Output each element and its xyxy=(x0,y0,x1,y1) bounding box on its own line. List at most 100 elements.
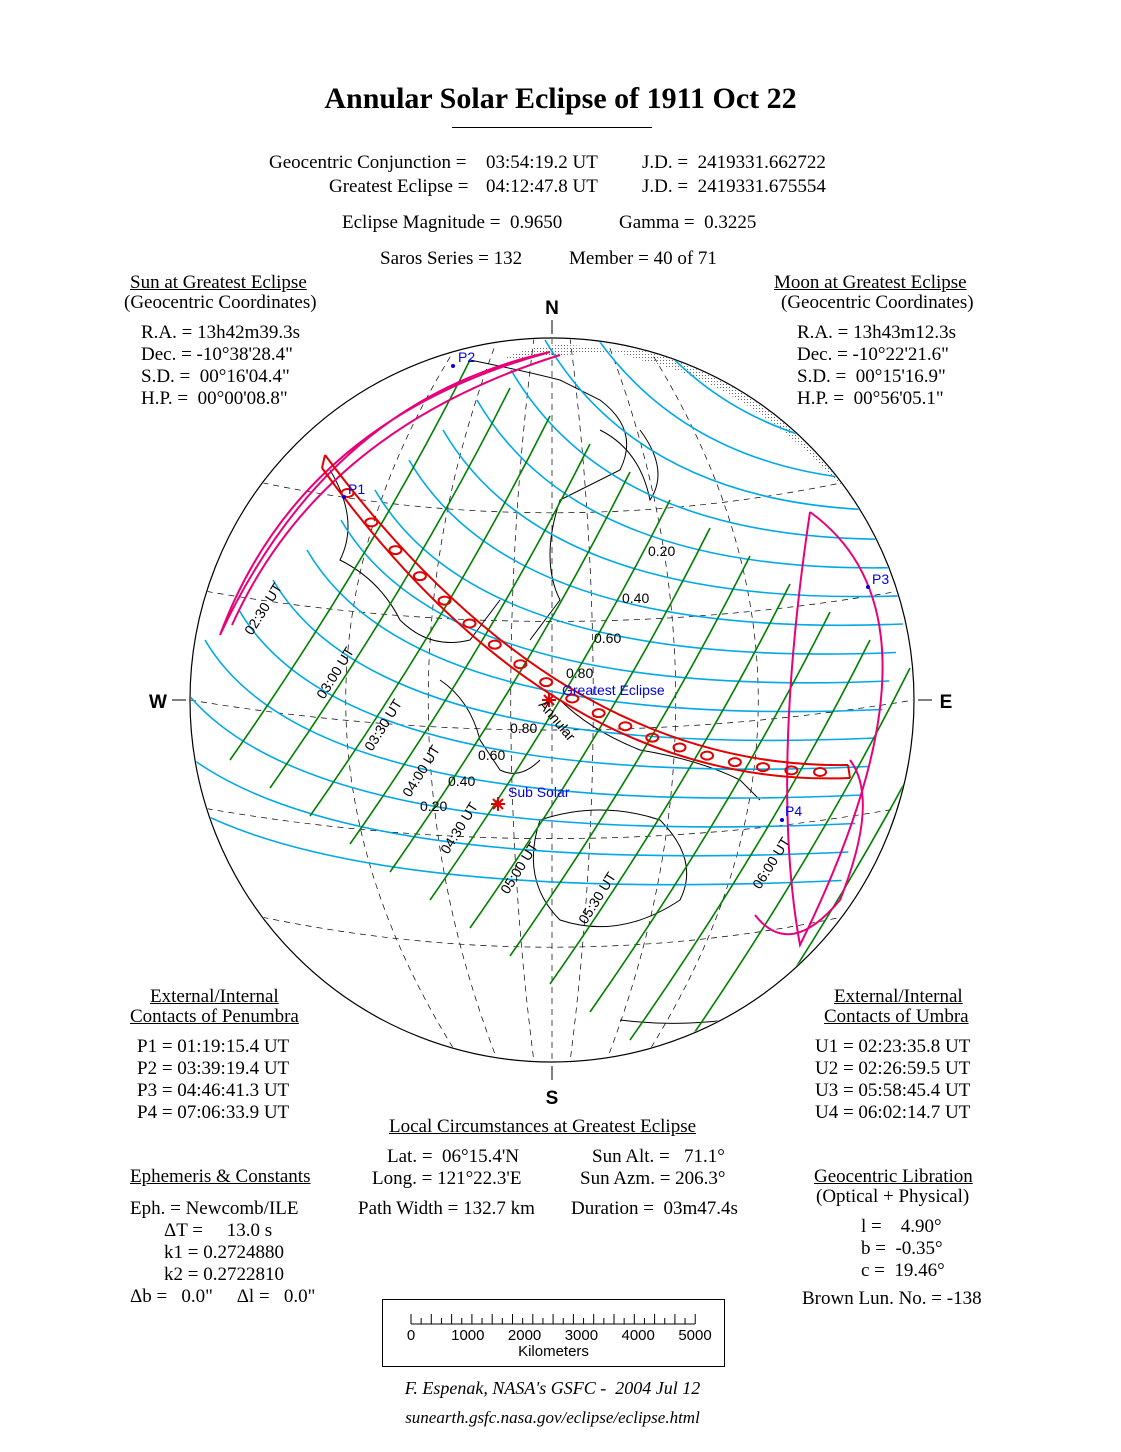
compass-north: N xyxy=(545,298,559,319)
equator-line xyxy=(191,699,913,731)
libration-subtitle: (Optical + Physical) xyxy=(816,1186,970,1207)
time-label: 02:30 UT xyxy=(241,580,285,638)
libration-b: b = -0.35° xyxy=(861,1238,943,1259)
umbra-subtitle: Contacts of Umbra xyxy=(824,1006,969,1027)
scale-tick-label: 4000 xyxy=(621,1327,655,1344)
contact-point-marker xyxy=(780,818,784,822)
compass-west: W xyxy=(149,692,167,713)
central-line-marker xyxy=(618,721,633,732)
time-line xyxy=(309,415,551,817)
sun-subtitle: (Geocentric Coordinates) xyxy=(124,292,317,313)
magnitude-label: 0.60 xyxy=(594,630,621,646)
time-line xyxy=(509,555,751,957)
magnitude-line xyxy=(578,339,913,483)
meridian-line xyxy=(510,339,535,1061)
meridian-line xyxy=(641,339,759,1061)
penumbra-limit xyxy=(754,759,864,936)
magnitude-label: 0.80 xyxy=(566,665,593,681)
local-path-width: Path Width = 132.7 km xyxy=(358,1198,535,1219)
magnitude-line xyxy=(306,549,883,713)
sun-dec: Dec. = -10°38'28.4" xyxy=(141,344,293,365)
sun-hp: H.P. = 00°00'08.8" xyxy=(141,388,288,409)
libration-l: l = 4.90° xyxy=(861,1216,942,1237)
magnitude-line xyxy=(408,459,903,627)
libration-title: Geocentric Libration xyxy=(814,1166,973,1187)
compass-south: S xyxy=(546,1088,559,1109)
time-label: 05:30 UT xyxy=(575,869,619,927)
scale-tick-label: 0 xyxy=(406,1327,416,1344)
time-label: 04:00 UT xyxy=(399,742,443,800)
ephemeris-eph: Eph. = Newcomb/ILE xyxy=(130,1198,299,1219)
penumbra-subtitle: Contacts of Penumbra xyxy=(130,1006,299,1027)
central-line-marker xyxy=(364,517,379,528)
central-line-marker xyxy=(645,732,660,743)
central-path-north-limit xyxy=(324,454,849,767)
magnitude-label: 0.40 xyxy=(622,590,649,606)
magnitude-line xyxy=(374,489,897,655)
meridian-line xyxy=(605,339,677,1061)
time-line xyxy=(589,611,831,1013)
meridian-line xyxy=(569,339,594,1061)
greatest-jd: J.D. = 2419331.675554 xyxy=(642,176,826,197)
contact-p1: P1 = 01:19:15.4 UT xyxy=(137,1036,290,1057)
local-duration: Duration = 03m47.4s xyxy=(571,1198,738,1219)
contact-u2: U2 = 02:26:59.5 UT xyxy=(815,1058,971,1079)
parallel-line xyxy=(206,808,898,839)
ephemeris-k1: k1 = 0.2724880 xyxy=(164,1242,284,1263)
contact-label-p2: P2 xyxy=(458,349,475,365)
local-title: Local Circumstances at Greatest Eclipse xyxy=(389,1116,697,1137)
moon-title: Moon at Greatest Eclipse xyxy=(774,272,967,293)
magnitude-label: 0.20 xyxy=(420,798,447,814)
contact-p4: P4 = 07:06:33.9 UT xyxy=(137,1102,290,1123)
contact-point-marker xyxy=(866,585,870,589)
conjunction-jd: J.D. = 2419331.662722 xyxy=(642,152,826,173)
time-line xyxy=(349,443,591,845)
central-line-marker xyxy=(591,708,606,719)
ephemeris-delta-t: ΔT = 13.0 s xyxy=(164,1220,273,1241)
central-line-marker xyxy=(487,639,502,650)
title-rule xyxy=(452,127,652,128)
coastline xyxy=(469,359,628,641)
night-terminator xyxy=(500,345,900,560)
time-line xyxy=(469,527,711,929)
sub-solar-marker xyxy=(491,797,505,811)
eclipse-magnitude: Eclipse Magnitude = 0.9650 xyxy=(342,212,563,233)
time-line xyxy=(389,471,631,873)
magnitude-line xyxy=(442,429,910,598)
umbra-title: External/Internal xyxy=(834,986,963,1007)
scale-tick-label: 2000 xyxy=(507,1327,542,1344)
libration-c: c = 19.46° xyxy=(861,1260,945,1281)
time-line xyxy=(669,667,911,1061)
scale-tick-label: 3000 xyxy=(564,1327,599,1344)
central-line-marker xyxy=(784,765,799,776)
scale-tick-label: 1000 xyxy=(451,1327,485,1344)
greatest-label: Greatest Eclipse = xyxy=(329,176,469,197)
contact-point-marker xyxy=(342,495,346,499)
greatest-value: 04:12:47.8 UT xyxy=(486,176,598,197)
coastline xyxy=(619,1009,781,1024)
local-lat: Lat. = 06°15.4'N xyxy=(387,1146,520,1167)
contact-label-p4: P4 xyxy=(785,803,802,819)
magnitude-line xyxy=(272,579,876,742)
distance-scale: 0 1000 2000 3000 4000 5000 Kilometers xyxy=(382,1299,725,1367)
contact-label-p1: P1 xyxy=(348,481,365,497)
central-line-marker xyxy=(727,757,742,768)
coastline xyxy=(532,809,688,928)
penumbra-title: External/Internal xyxy=(150,986,279,1007)
magnitude-label: 0.80 xyxy=(510,720,537,736)
contact-point-marker xyxy=(451,364,455,368)
central-path-south-limit xyxy=(321,467,851,780)
compass-east: E xyxy=(940,692,953,713)
moon-hp: H.P. = 00°56'05.1" xyxy=(797,388,944,409)
coastline xyxy=(599,429,659,502)
conjunction-value: 03:54:19.2 UT xyxy=(486,152,598,173)
sun-ra: R.A. = 13h42m39.3s xyxy=(141,322,301,343)
magnitude-line xyxy=(544,339,913,512)
central-line-marker xyxy=(513,659,528,670)
scale-unit: Kilometers xyxy=(518,1343,589,1360)
ephemeris-delta-b: Δb = 0.0" Δl = 0.0" xyxy=(130,1286,316,1307)
magnitude-line xyxy=(476,399,913,569)
penumbra-limit xyxy=(219,351,551,636)
central-line-marker xyxy=(340,487,355,498)
magnitude-line xyxy=(340,519,890,684)
